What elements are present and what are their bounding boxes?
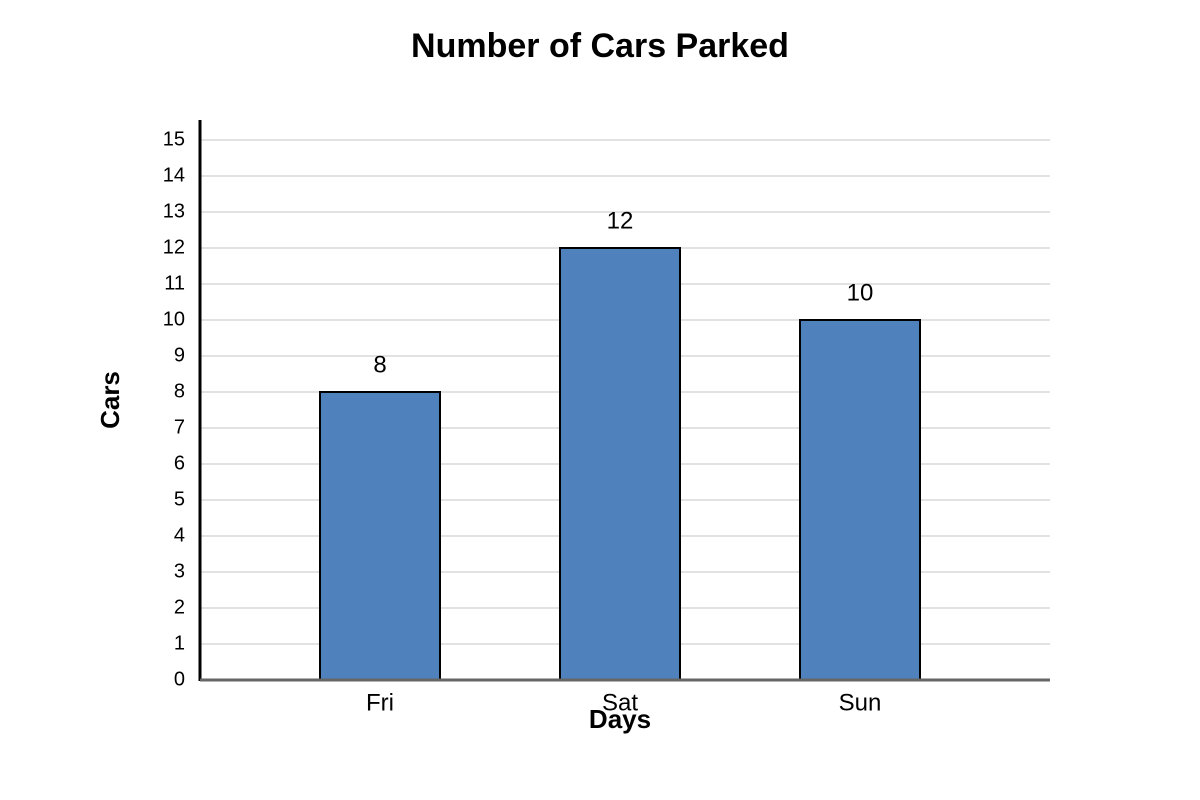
y-tick-label: 14 bbox=[163, 164, 185, 186]
y-tick-label: 11 bbox=[164, 272, 185, 294]
data-label: 12 bbox=[607, 207, 634, 234]
y-tick-label: 3 bbox=[174, 560, 185, 582]
y-tick-label: 4 bbox=[174, 524, 185, 546]
y-tick-label: 8 bbox=[174, 380, 185, 402]
y-tick-label: 5 bbox=[174, 488, 185, 510]
bar bbox=[319, 391, 441, 681]
y-tick-label: 10 bbox=[163, 308, 185, 330]
y-tick-label: 1 bbox=[174, 632, 185, 654]
y-tick-label: 13 bbox=[163, 200, 185, 222]
y-tick-label: 0 bbox=[174, 668, 185, 690]
data-label: 8 bbox=[373, 351, 386, 378]
x-axis-label: Days bbox=[589, 704, 651, 734]
y-tick-label: 15 bbox=[163, 128, 185, 150]
x-tick-label: Fri bbox=[366, 689, 394, 716]
y-axis-label: Cars bbox=[95, 371, 125, 429]
x-tick-label: Sun bbox=[839, 689, 882, 716]
y-tick-label: 7 bbox=[174, 416, 185, 438]
chart-title: Number of Cars Parked bbox=[411, 27, 789, 65]
y-tick-label: 9 bbox=[174, 344, 185, 366]
bar bbox=[559, 247, 681, 681]
y-tick-label: 2 bbox=[174, 596, 185, 618]
bar bbox=[799, 319, 921, 681]
y-tick-label: 6 bbox=[174, 452, 185, 474]
x-tick-label: Sat bbox=[602, 689, 638, 716]
data-label: 10 bbox=[847, 279, 874, 306]
y-tick-label: 12 bbox=[163, 236, 185, 258]
